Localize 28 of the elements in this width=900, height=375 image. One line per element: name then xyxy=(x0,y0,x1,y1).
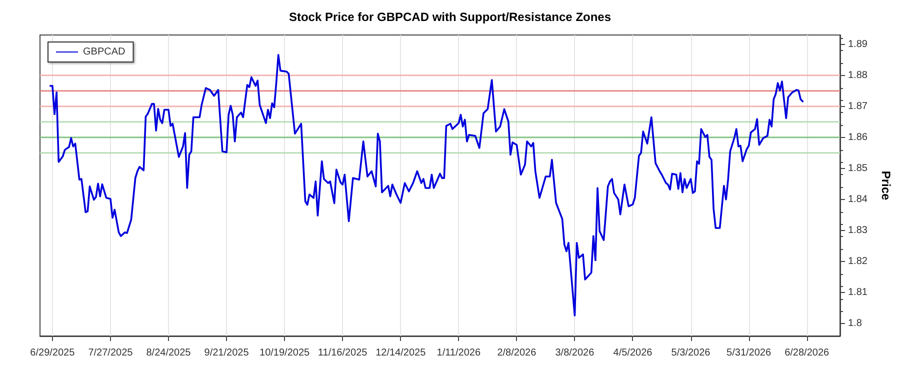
y-tick-label: 1.81 xyxy=(848,287,868,298)
x-tick-label: 11/16/2025 xyxy=(318,348,368,358)
chart-title: Stock Price for GBPCAD with Support/Resistance Zones xyxy=(288,10,612,24)
x-tick-label: 12/14/2025 xyxy=(376,348,426,358)
legend-label: GBPCAD xyxy=(83,46,126,58)
y-tick-label: 1.82 xyxy=(848,256,868,268)
x-tick-label: 7/27/2025 xyxy=(88,348,134,358)
x-tick-label: 4/5/2026 xyxy=(613,348,653,358)
line-series xyxy=(49,54,804,316)
x-tick-label: 5/31/2026 xyxy=(726,348,772,358)
y-axis-title: Price xyxy=(879,170,893,200)
y-tick-label: 1.88 xyxy=(848,70,868,81)
y-tick-label: 1.83 xyxy=(848,224,868,236)
y-tick-label: 1.89 xyxy=(848,38,868,50)
y-tick-label: 1.84 xyxy=(848,194,868,205)
x-tick-label: 2/8/2026 xyxy=(497,348,537,358)
y-tick-label: 1.86 xyxy=(848,132,868,143)
x-tick-label: 1/11/2026 xyxy=(436,348,481,358)
x-tick-label: 6/29/2025 xyxy=(30,348,76,358)
y-tick-label: 1.87 xyxy=(848,100,868,112)
x-tick-label: 10/19/2025 xyxy=(260,348,310,358)
x-tick-label: 9/21/2025 xyxy=(204,348,250,358)
x-tick-label: 5/3/2026 xyxy=(671,348,711,358)
x-tick-label: 8/24/2025 xyxy=(146,348,192,358)
y-tick-label: 1.85 xyxy=(848,162,868,174)
y-tick-label: 1.8 xyxy=(848,318,862,330)
x-tick-label: 6/28/2026 xyxy=(784,348,830,358)
x-tick-label: 3/8/2026 xyxy=(555,348,595,358)
